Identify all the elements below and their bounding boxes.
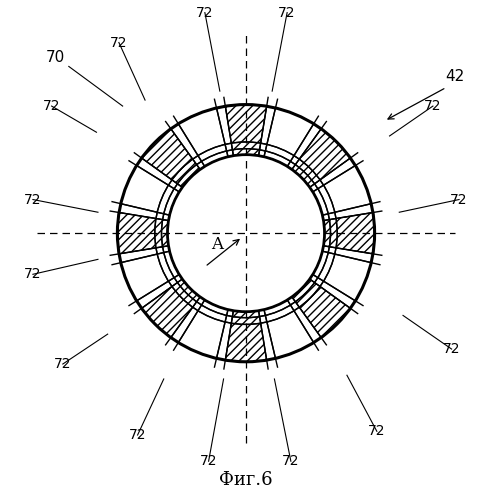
Text: 72: 72 bbox=[43, 99, 61, 113]
Text: 72: 72 bbox=[278, 6, 296, 20]
Polygon shape bbox=[225, 310, 267, 362]
Text: 72: 72 bbox=[129, 428, 146, 442]
Polygon shape bbox=[178, 108, 228, 166]
Polygon shape bbox=[292, 279, 350, 338]
Text: Фиг.6: Фиг.6 bbox=[219, 471, 273, 489]
Polygon shape bbox=[121, 166, 179, 215]
Text: 72: 72 bbox=[424, 99, 442, 113]
Polygon shape bbox=[178, 300, 228, 358]
Circle shape bbox=[118, 104, 374, 362]
Text: 72: 72 bbox=[24, 268, 42, 281]
Text: 72: 72 bbox=[196, 6, 214, 20]
Polygon shape bbox=[292, 129, 350, 188]
Polygon shape bbox=[313, 166, 371, 215]
Circle shape bbox=[167, 154, 325, 312]
Polygon shape bbox=[313, 251, 371, 301]
Text: 72: 72 bbox=[282, 454, 300, 468]
Polygon shape bbox=[118, 212, 169, 254]
Text: A: A bbox=[212, 236, 223, 253]
Polygon shape bbox=[225, 104, 267, 156]
Polygon shape bbox=[264, 108, 314, 166]
Polygon shape bbox=[323, 212, 374, 254]
Text: 70: 70 bbox=[46, 50, 65, 65]
Text: 72: 72 bbox=[54, 357, 71, 371]
Text: 42: 42 bbox=[446, 68, 465, 84]
Polygon shape bbox=[142, 129, 200, 188]
Polygon shape bbox=[121, 251, 179, 301]
Polygon shape bbox=[264, 300, 314, 358]
Polygon shape bbox=[142, 279, 200, 338]
Text: 72: 72 bbox=[110, 36, 127, 50]
Text: 72: 72 bbox=[24, 192, 42, 206]
Text: 72: 72 bbox=[368, 424, 386, 438]
Text: 72: 72 bbox=[450, 192, 468, 206]
Text: 72: 72 bbox=[443, 342, 461, 356]
Text: 72: 72 bbox=[200, 454, 217, 468]
